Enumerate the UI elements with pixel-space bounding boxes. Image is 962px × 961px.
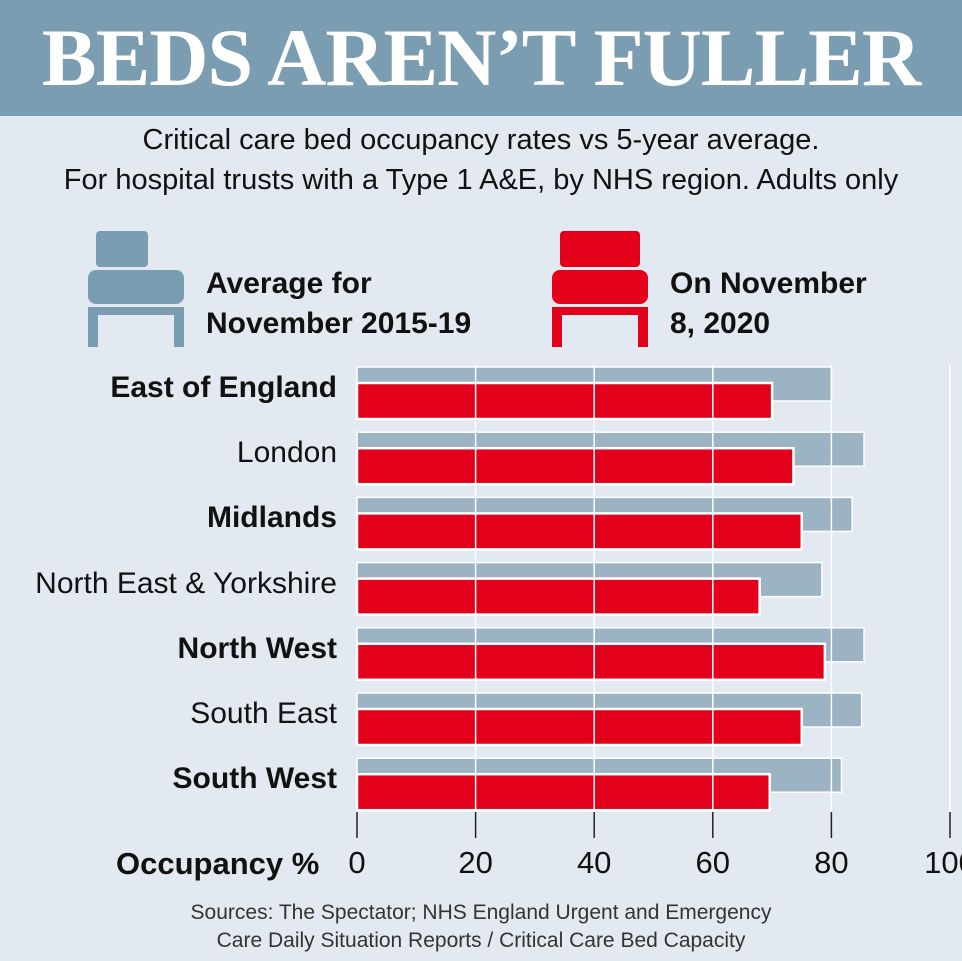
bed-icon-2020 — [552, 231, 648, 347]
bar-2020-0 — [355, 381, 774, 421]
legend-average: Average for November 2015-19 — [206, 267, 472, 340]
category-label: North East & Yorkshire — [35, 566, 337, 600]
category-label: North West — [177, 631, 337, 665]
category-label: Midlands — [206, 501, 337, 535]
category-label: East of England — [110, 371, 337, 404]
bar-2020-5 — [355, 707, 803, 747]
bar-2020-2 — [355, 512, 803, 551]
x-tick-label: 80 — [814, 845, 849, 880]
category-label: South East — [190, 697, 337, 730]
bar-2020-4 — [355, 642, 827, 682]
bar-2020-3 — [355, 577, 761, 616]
x-tick-label: 40 — [576, 845, 612, 880]
x-tick-label: 0 — [348, 845, 366, 880]
category-label: London — [236, 436, 337, 470]
category-label: South West — [172, 762, 337, 796]
x-axis-label: Occupancy % — [116, 846, 320, 881]
source-line-1: Sources: The Spectator; NHS England Urge… — [190, 901, 772, 924]
source-line-2: Care Daily Situation Reports / Critical … — [216, 929, 746, 952]
bed-icon-average — [88, 231, 184, 347]
x-tick-label: 100 — [924, 845, 962, 880]
subtitle-line-2: For hospital trusts with a Type 1 A&E, b… — [63, 164, 899, 196]
x-tick-label: 60 — [695, 845, 731, 880]
title: BEDS AREN’T FULLER — [41, 12, 921, 103]
x-tick-label: 20 — [458, 845, 493, 880]
bar-2020-1 — [355, 446, 795, 486]
subtitle-line-1: Critical care bed occupancy rates vs 5-y… — [142, 124, 820, 156]
legend-2020: On November 8, 2020 — [670, 267, 867, 340]
bar-2020-6 — [355, 772, 771, 812]
header-banner: BEDS AREN’T FULLER — [0, 0, 962, 116]
